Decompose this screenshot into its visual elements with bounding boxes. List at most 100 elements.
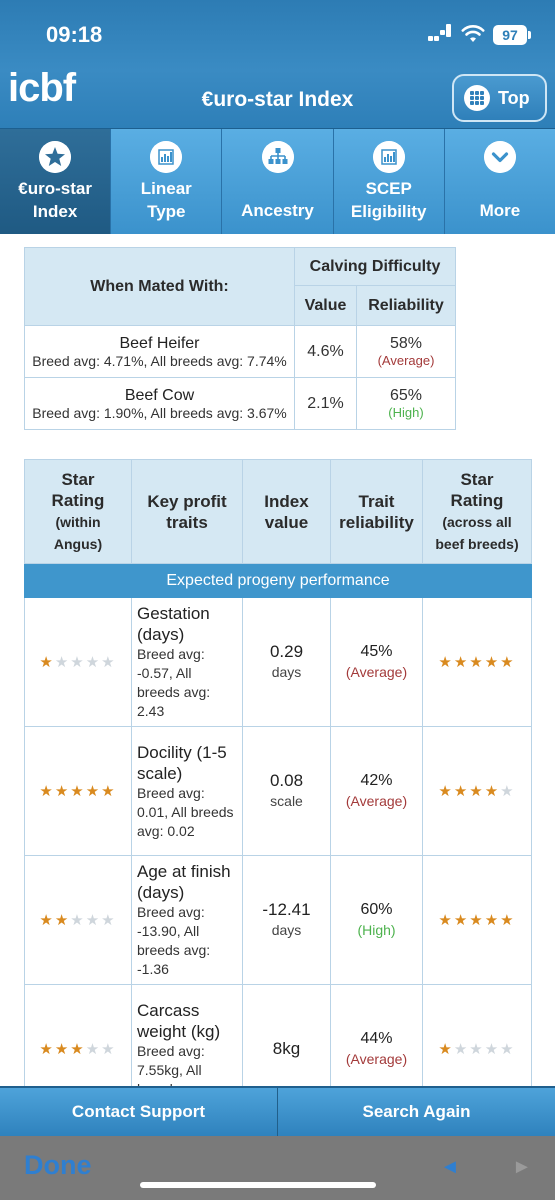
star-icon: ★ bbox=[484, 783, 501, 800]
key-profit-traits-table: Star Rating (within Angus) Key profit trait… bbox=[24, 459, 532, 1086]
reliability-value: 45% bbox=[360, 643, 393, 660]
star-icon: ★ bbox=[500, 1041, 516, 1058]
reliability-cell: 42% (Average) bbox=[330, 726, 423, 856]
star-icon: ★ bbox=[39, 912, 55, 929]
star-icon: ★ bbox=[500, 783, 516, 800]
contact-support-button[interactable]: Contact Support bbox=[0, 1088, 278, 1136]
star-icon: ★ bbox=[469, 912, 485, 929]
battery-indicator: 97 bbox=[493, 25, 531, 45]
calving-difficulty-table: When Mated With: Calving Difficulty Valu… bbox=[24, 247, 456, 430]
star-icon: ★ bbox=[54, 1041, 71, 1058]
tab-scep-eligibility[interactable]: SCEP Eligibility bbox=[333, 129, 445, 234]
index-value-cell: 8kg bbox=[242, 984, 331, 1086]
reliability-label: (Average) bbox=[345, 1051, 408, 1067]
tab-linear-type[interactable]: Linear Type bbox=[111, 129, 223, 234]
band-label: Expected progeny performance bbox=[24, 563, 532, 598]
star-icon: ★ bbox=[500, 912, 516, 929]
tab-label: Linear Type bbox=[140, 179, 192, 221]
cellular-signal-icon bbox=[428, 24, 451, 44]
calving-value: 2.1% bbox=[294, 377, 357, 430]
trait-name: Gestation (days) bbox=[137, 604, 210, 644]
header-star-rating-across: Star Rating (across all beef breeds) bbox=[422, 459, 532, 564]
action-bar: Contact Support Search Again bbox=[0, 1086, 555, 1136]
top-button-label: Top bbox=[498, 88, 530, 108]
main-content[interactable]: When Mated With: Calving Difficulty Valu… bbox=[0, 234, 555, 1086]
tab-ancestry[interactable]: Ancestry bbox=[222, 129, 334, 234]
mate-name: Beef Heifer bbox=[119, 334, 200, 352]
header-mated-with: When Mated With: bbox=[24, 247, 295, 326]
tab-label: SCEP Eligibility bbox=[350, 179, 427, 221]
index-value-cell: -12.41 days bbox=[242, 855, 331, 985]
reliability-value: 65% bbox=[389, 387, 423, 404]
star-icon: ★ bbox=[101, 783, 117, 800]
header-value: Value bbox=[294, 285, 357, 326]
star-icon: ★ bbox=[70, 912, 86, 929]
app-header: 09:18 97 icbf €uro-star Index Top bbox=[0, 0, 555, 128]
tab-label: €uro-star Index bbox=[18, 179, 92, 221]
star-icon: ★ bbox=[469, 1041, 485, 1058]
browser-toolbar: Done ◄ ► bbox=[0, 1136, 555, 1200]
star-icon: ★ bbox=[101, 654, 117, 671]
index-unit: scale bbox=[270, 793, 303, 809]
star-icon bbox=[39, 141, 72, 173]
reliability-label: (Average) bbox=[377, 353, 435, 368]
header-key-profit-traits: Key profit traits bbox=[131, 459, 243, 564]
reliability-label: (High) bbox=[388, 405, 424, 420]
star-icon: ★ bbox=[438, 654, 454, 671]
done-button[interactable]: Done bbox=[24, 1150, 92, 1180]
reliability-label: (Average) bbox=[345, 664, 408, 680]
bar-chart-icon bbox=[150, 141, 183, 173]
star-icon: ★ bbox=[70, 654, 86, 671]
status-time: 09:18 bbox=[46, 22, 103, 47]
tab-label: Ancestry bbox=[241, 201, 314, 220]
reliability-value: 60% bbox=[360, 901, 393, 918]
table-row: Beef Cow Breed avg: 1.90%, All breeds av… bbox=[24, 377, 456, 430]
header-star-rating-within: Star Rating (within Angus) bbox=[24, 459, 132, 564]
star-rating: ★★★★★ bbox=[422, 984, 532, 1086]
reliability-label: (Average) bbox=[345, 793, 408, 809]
page-title: €uro-star Index bbox=[201, 88, 354, 111]
trait-cell: Age at finish (days) Breed avg: -13.90, A… bbox=[131, 855, 243, 985]
breed-average: Breed avg: -0.57, All breeds avg: 2.43 bbox=[137, 646, 211, 719]
section-band: Expected progeny performance bbox=[24, 563, 532, 598]
star-icon: ★ bbox=[469, 783, 485, 800]
grid-icon bbox=[464, 85, 490, 111]
table-row: ★★★★★ Docility (1-5 scale) Breed avg: 0.01… bbox=[24, 726, 532, 856]
star-icon: ★ bbox=[101, 912, 117, 929]
mate-name: Beef Cow bbox=[124, 386, 195, 404]
breed-average: Breed avg: 7.55kg, All breeds avg: bbox=[137, 1042, 210, 1087]
reliability-value: 44% bbox=[360, 1030, 393, 1047]
star-icon: ★ bbox=[70, 783, 86, 800]
breed-average: Breed avg: 1.90%, All breeds avg: 3.67% bbox=[32, 404, 287, 421]
table-row: ★★★★★ Gestation (days) Breed avg: -0.57, A… bbox=[24, 597, 532, 727]
star-icon: ★ bbox=[85, 654, 102, 671]
star-rating: ★★★★★ bbox=[422, 726, 532, 856]
index-value: 8kg bbox=[272, 1039, 301, 1058]
forward-arrow-icon[interactable]: ► bbox=[512, 1156, 532, 1178]
top-button[interactable]: Top bbox=[452, 74, 547, 122]
index-unit: days bbox=[271, 664, 302, 680]
chevron-down-icon bbox=[483, 141, 516, 173]
star-icon: ★ bbox=[453, 1041, 470, 1058]
index-value: 0.29 bbox=[269, 642, 304, 661]
home-indicator bbox=[140, 1182, 376, 1188]
tab-label: More bbox=[479, 201, 521, 220]
calving-value: 4.6% bbox=[294, 325, 357, 378]
star-icon: ★ bbox=[39, 783, 55, 800]
tab-more[interactable]: More bbox=[444, 129, 555, 234]
header-index-value: Index value bbox=[242, 459, 331, 564]
reliability-cell: 60% (High) bbox=[330, 855, 423, 985]
star-rating: ★★★★★ bbox=[24, 855, 132, 985]
star-rating: ★★★★★ bbox=[422, 597, 532, 727]
star-icon: ★ bbox=[39, 654, 55, 671]
star-icon: ★ bbox=[39, 1041, 55, 1058]
tab-eurostar-index[interactable]: €uro-star Index bbox=[0, 129, 112, 234]
breed-average: Breed avg: 0.01, All breeds avg: 0.02 bbox=[137, 784, 234, 839]
back-arrow-icon[interactable]: ◄ bbox=[440, 1156, 460, 1178]
icbf-logo[interactable]: icbf bbox=[8, 66, 76, 110]
reliability-label: (High) bbox=[357, 922, 396, 938]
trait-name: Carcass weight (kg) bbox=[137, 1000, 221, 1041]
star-icon: ★ bbox=[484, 912, 501, 929]
search-again-button[interactable]: Search Again bbox=[362, 1102, 471, 1121]
star-icon: ★ bbox=[85, 1041, 102, 1058]
